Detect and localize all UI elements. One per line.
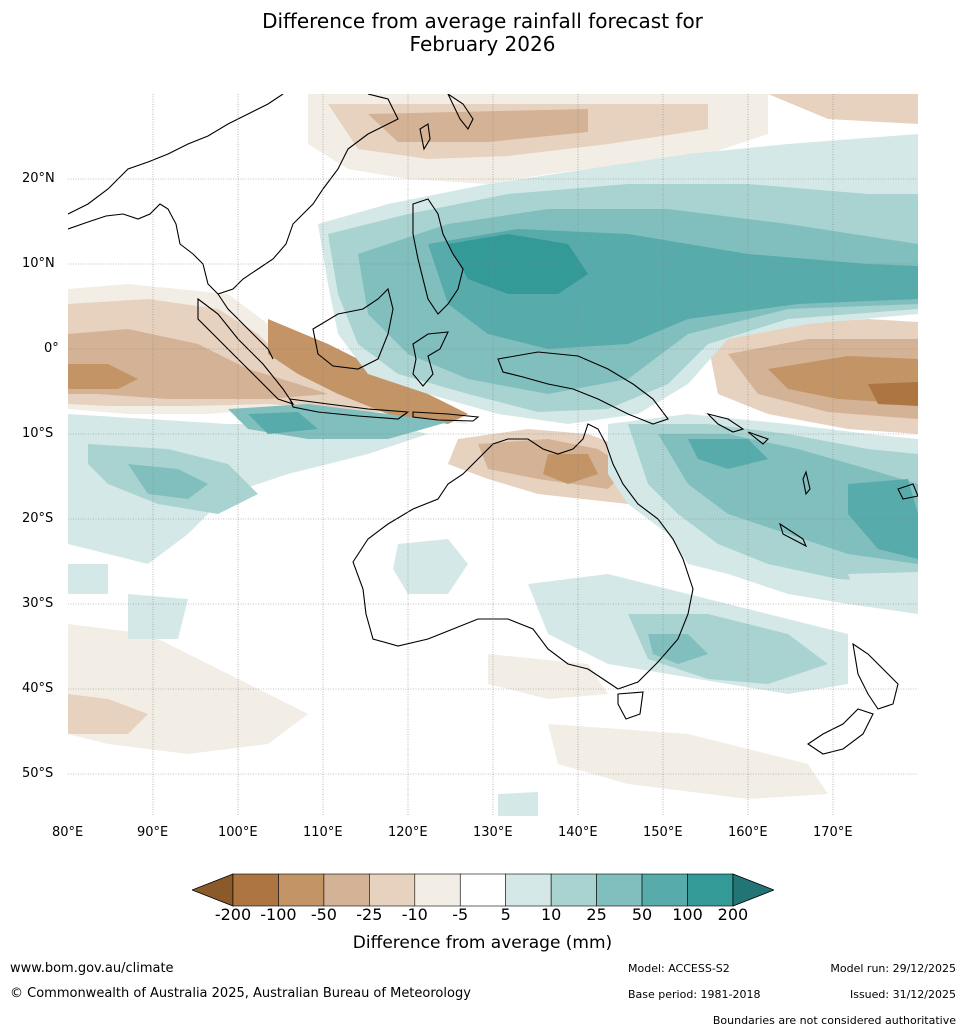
- coast-new-guinea: [497, 351, 669, 425]
- coast-fiji: [897, 483, 918, 500]
- coastlines: [68, 94, 918, 755]
- dry-region-south-pacific: [548, 724, 828, 799]
- coast-new-caledonia: [779, 522, 808, 548]
- legend-colorbar: [192, 873, 774, 907]
- coast-lesser-sunda: [412, 411, 480, 422]
- dry-region-indian-ocean-core: [68, 364, 138, 389]
- base-period: Base period: 1981-2018: [628, 988, 761, 1001]
- chart-title: Difference from average rainfall forecas…: [0, 10, 965, 56]
- wet-region-south-indian-2: [68, 564, 108, 594]
- coast-new-zealand-north: [852, 642, 899, 710]
- coast-japan: [447, 94, 474, 131]
- lon-label-140e: 140°E: [558, 825, 598, 840]
- legend-tick-label: 5: [500, 905, 511, 924]
- legend-tick-label: -5: [452, 905, 469, 924]
- legend-swatch: [323, 873, 370, 907]
- legend-tick-label: 25: [586, 905, 607, 924]
- lon-label-90e: 90°E: [137, 825, 169, 840]
- coast-new-zealand-south: [807, 708, 874, 755]
- lon-label-150e: 150°E: [643, 825, 683, 840]
- wet-region-central-australia: [393, 539, 468, 594]
- lon-label-170e: 170°E: [813, 825, 853, 840]
- coast-taiwan: [419, 123, 431, 151]
- legend-swatch-above-max: [732, 873, 774, 907]
- legend-swatch: [550, 873, 597, 907]
- legend-swatch: [278, 873, 325, 907]
- wet-region-south-indian: [128, 594, 188, 639]
- legend-tick-label: -10: [401, 905, 428, 924]
- coast-philippines: [412, 198, 464, 315]
- wet-region-indian-ocean-south-inner: [128, 464, 208, 499]
- lon-label-120e: 120°E: [388, 825, 428, 840]
- lon-label-110e: 110°E: [303, 825, 343, 840]
- coast-australia: [352, 423, 694, 690]
- lat-label-10s: 10°S: [22, 426, 54, 441]
- coast-sulawesi: [412, 331, 449, 387]
- legend-swatch: [505, 873, 552, 907]
- lon-label-160e: 160°E: [728, 825, 768, 840]
- legend-tick-label: -50: [310, 905, 337, 924]
- legend-swatch: [414, 873, 461, 907]
- legend-swatch-below-min: [192, 873, 234, 907]
- coast-solomon-islands: [706, 412, 770, 445]
- lat-label-30s: 30°S: [22, 596, 54, 611]
- coast-vanuatu: [802, 470, 811, 496]
- legend-tick-label: 50: [631, 905, 653, 924]
- lat-label-20n: 20°N: [22, 171, 55, 186]
- coast-tasmania: [617, 691, 644, 720]
- lon-label-100e: 100°E: [218, 825, 258, 840]
- legend-swatch: [369, 873, 416, 907]
- legend-tick-label: -100: [260, 905, 297, 924]
- coast-malay-peninsula: [217, 293, 274, 360]
- lat-label-40s: 40°S: [22, 681, 54, 696]
- title-line-1: Difference from average rainfall forecas…: [262, 9, 703, 33]
- legend-swatch: [641, 873, 688, 907]
- legend-tick-label: -200: [214, 905, 252, 924]
- model-name: Model: ACCESS-S2: [628, 962, 730, 975]
- lon-label-80e: 80°E: [52, 825, 84, 840]
- rainfall-anomaly-map: [68, 94, 918, 816]
- wet-region-far-south: [498, 792, 538, 816]
- wet-region-south-west-pacific: [848, 572, 918, 604]
- legend-label: Difference from average (mm): [352, 933, 613, 953]
- wet-region-tasman-sea-mid: [628, 614, 828, 684]
- legend-swatch: [687, 873, 734, 907]
- copyright-text: © Commonwealth of Australia 2025, Austra…: [10, 986, 471, 1001]
- coast-borneo: [312, 287, 394, 370]
- wet-anomaly-regions: [68, 134, 918, 816]
- legend-swatch: [232, 873, 279, 907]
- website-link[interactable]: www.bom.gov.au/climate: [10, 961, 174, 976]
- dry-region-north-far: [768, 94, 918, 124]
- coast-sumatra: [197, 297, 295, 406]
- legend-tick-label: -25: [356, 905, 383, 924]
- title-line-2: February 2026: [409, 32, 556, 56]
- legend-tick-label: 200: [717, 905, 749, 924]
- lat-label-10n: 10°N: [22, 256, 55, 271]
- lat-label-20s: 20°S: [22, 511, 54, 526]
- graticule: [68, 94, 918, 816]
- legend-swatch: [459, 873, 507, 907]
- legend-tick-label: 10: [540, 905, 562, 924]
- dry-region-east-pacific-core: [868, 382, 918, 406]
- dry-region-south-australia: [488, 654, 608, 699]
- boundaries-disclaimer: Boundaries are not considered authoritat…: [712, 1014, 956, 1027]
- issued-date: Issued: 31/12/2025: [849, 988, 956, 1001]
- model-run-date: Model run: 29/12/2025: [830, 962, 956, 975]
- coast-java: [289, 398, 410, 420]
- legend-tick-label: 100: [672, 905, 703, 924]
- lat-label-equator: 0°: [44, 341, 59, 356]
- lat-label-50s: 50°S: [22, 766, 54, 781]
- coast-asia-mainland: [68, 94, 399, 295]
- legend-swatch: [596, 873, 643, 907]
- lon-label-130e: 130°E: [473, 825, 513, 840]
- dry-region-southern-ocean-inner: [68, 694, 148, 734]
- dry-region-north-china-inner: [368, 109, 588, 142]
- dry-region-north-australia-core: [543, 454, 598, 484]
- wet-region-timor-sea-core: [248, 412, 318, 434]
